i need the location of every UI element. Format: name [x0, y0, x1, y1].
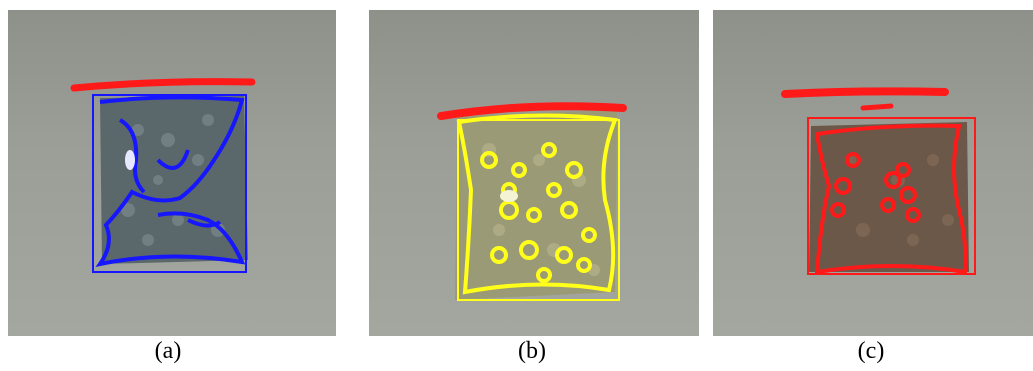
bounding-box-a	[92, 94, 247, 273]
bag-shape-c	[809, 122, 969, 272]
top-edge-detection-b	[437, 102, 627, 120]
contour-b	[456, 113, 618, 295]
photo-panel-b	[369, 10, 699, 336]
top-edge-detection-c	[781, 87, 949, 98]
contour-blobs-c	[830, 152, 921, 223]
glare-a	[125, 150, 135, 170]
panel-label-c: (c)	[857, 338, 885, 364]
glare-b	[500, 190, 518, 202]
contour-c	[814, 123, 968, 275]
bounding-box-c	[807, 117, 976, 275]
photo-panel-c	[713, 10, 1033, 336]
contour-inner-a	[118, 118, 222, 228]
detection-overlay-c	[781, 87, 976, 275]
top-edge-detection-a	[70, 78, 256, 92]
contour-blobs-b	[480, 142, 597, 283]
photo-panel-a	[8, 10, 336, 336]
bounding-box-b	[457, 119, 620, 301]
top-edge-detection-c-lower	[860, 103, 894, 111]
granules-a	[121, 114, 225, 246]
contour-a	[95, 95, 246, 267]
detection-overlay-b	[437, 102, 627, 301]
panel-label-a: (a)	[154, 338, 182, 364]
panel-label-b: (b)	[518, 338, 546, 364]
detection-overlay-a	[70, 78, 256, 273]
